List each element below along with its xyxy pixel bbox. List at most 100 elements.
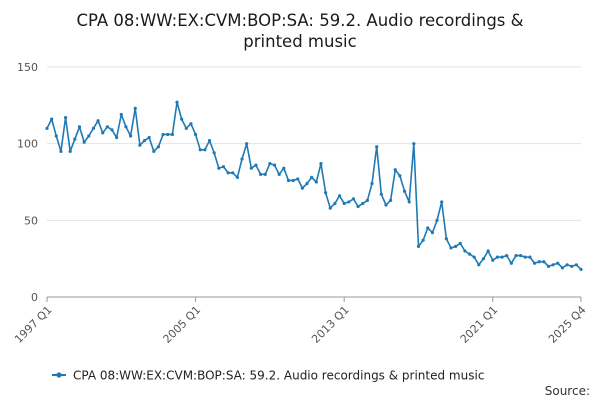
- data-point: [254, 163, 258, 167]
- data-point: [426, 226, 430, 230]
- data-point: [54, 134, 58, 138]
- data-point: [221, 165, 226, 169]
- data-point: [375, 145, 379, 149]
- y-tick-label: 50: [24, 214, 38, 227]
- data-point: [296, 177, 300, 181]
- x-tick-label: 2025 Q4: [546, 303, 589, 346]
- data-point: [356, 204, 360, 209]
- data-point: [105, 125, 109, 129]
- data-point: [449, 246, 453, 250]
- y-tick-label: 0: [31, 291, 38, 304]
- data-point: [505, 254, 509, 258]
- data-point: [324, 191, 328, 195]
- data-point: [170, 132, 174, 137]
- data-point: [351, 197, 356, 201]
- data-point: [560, 266, 565, 270]
- data-point: [467, 252, 472, 256]
- data-point: [407, 200, 411, 204]
- data-point: [342, 201, 346, 206]
- data-point: [454, 244, 458, 248]
- data-point: [180, 117, 184, 121]
- data-point: [147, 135, 151, 140]
- x-tick-label: 2021 Q1: [458, 303, 501, 346]
- data-point: [416, 244, 421, 248]
- data-point: [87, 134, 91, 138]
- source-label[interactable]: Source:: [545, 384, 590, 398]
- data-point: [115, 135, 119, 140]
- data-point: [59, 149, 63, 153]
- data-point: [444, 237, 448, 241]
- x-tick-label: 1997 Q1: [12, 303, 55, 346]
- legend-swatch-dot: [56, 372, 62, 378]
- data-point: [435, 218, 439, 222]
- data-point: [50, 117, 54, 121]
- data-point: [412, 142, 416, 146]
- data-point: [77, 125, 82, 129]
- data-point: [328, 206, 332, 210]
- data-point: [156, 145, 161, 149]
- data-point: [235, 175, 239, 179]
- data-point: [240, 157, 244, 161]
- data-point: [68, 149, 72, 153]
- data-point: [193, 132, 198, 137]
- data-point: [509, 261, 513, 265]
- data-point: [231, 171, 235, 175]
- data-point: [101, 131, 105, 135]
- data-point: [305, 181, 309, 186]
- data-point: [282, 166, 286, 170]
- legend[interactable]: CPA 08:WW:EX:CVM:BOP:SA: 59.2. Audio rec…: [52, 369, 484, 383]
- data-point: [138, 143, 142, 147]
- chart-title-line-2: printed music: [243, 32, 356, 51]
- data-point: [268, 162, 272, 166]
- data-point: [570, 264, 574, 268]
- data-point: [119, 112, 123, 117]
- data-point: [263, 172, 267, 176]
- data-point: [542, 260, 546, 264]
- data-point: [63, 116, 68, 120]
- legend-label: CPA 08:WW:EX:CVM:BOP:SA: 59.2. Audio rec…: [73, 369, 484, 383]
- data-point: [537, 260, 541, 264]
- data-point: [398, 174, 402, 178]
- x-axis-ticks: 1997 Q1 2005 Q1 2013 Q1 2021 Q1 2025 Q4: [12, 297, 589, 346]
- data-point: [421, 238, 425, 242]
- data-point: [133, 106, 137, 110]
- data-point: [198, 148, 202, 152]
- y-tick-label: 100: [17, 138, 38, 151]
- data-point: [500, 255, 504, 259]
- data-point: [319, 162, 323, 166]
- data-point: [161, 132, 165, 137]
- data-point: [245, 142, 249, 146]
- data-point: [579, 267, 583, 271]
- data-point: [486, 249, 490, 253]
- data-point: [128, 134, 133, 138]
- data-point: [463, 249, 467, 253]
- data-point: [175, 100, 179, 104]
- x-tick-label: 2013 Q1: [309, 303, 352, 346]
- data-point: [361, 201, 365, 206]
- data-point: [142, 139, 147, 143]
- data-point: [458, 241, 462, 245]
- data-point: [207, 139, 212, 143]
- data-point: [514, 254, 518, 258]
- data-point: [574, 263, 578, 267]
- data-point: [217, 166, 221, 170]
- data-point: [203, 148, 207, 152]
- data-point: [393, 168, 397, 172]
- data-point: [347, 200, 351, 204]
- data-point: [477, 263, 481, 267]
- data-point: [226, 171, 230, 175]
- data-point: [152, 149, 156, 153]
- data-point: [528, 255, 532, 259]
- data-point: [184, 126, 188, 130]
- data-point: [430, 231, 435, 235]
- y-tick-label: 150: [17, 61, 38, 74]
- data-point: [565, 263, 569, 267]
- data-point: [472, 255, 476, 259]
- data-point: [110, 128, 114, 132]
- data-point: [491, 258, 495, 262]
- data-point: [495, 255, 500, 259]
- data-point: [370, 181, 374, 186]
- data-point: [384, 203, 388, 207]
- y-axis-ticks: 0 50 100 150: [17, 61, 38, 304]
